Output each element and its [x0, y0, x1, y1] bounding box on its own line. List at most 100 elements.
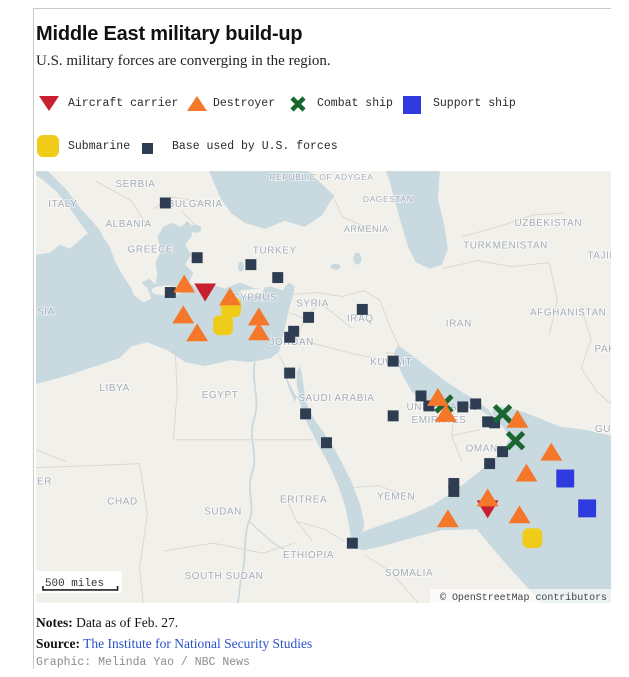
base-marker	[284, 331, 296, 343]
basemap: ITALY SERBIA ALBANIA GREECE BULGARIA TURKEY RE…	[35, 171, 617, 604]
sea-adriatic	[36, 171, 102, 241]
aircraft-carrier-marker	[194, 283, 217, 302]
map-label: SIA	[37, 306, 55, 317]
base-marker	[482, 416, 494, 428]
notes-label: Notes:	[36, 615, 73, 630]
support-ship-marker	[556, 469, 575, 488]
base-marker	[300, 408, 312, 420]
map-label: SAUDI ARABIA	[298, 393, 374, 404]
base-marker	[284, 367, 296, 379]
combat-ship-marker	[505, 431, 526, 451]
map-label: YEMEN	[377, 491, 415, 502]
destroyer-marker	[476, 488, 499, 507]
scale-bar-line	[42, 585, 119, 591]
destroyer-marker	[436, 509, 459, 528]
legend: Aircraft carrier Destroyer Combat ship S…	[36, 90, 611, 164]
destroyer-marker	[506, 409, 529, 428]
map-label: BULGARIA	[168, 199, 223, 210]
base-marker	[356, 303, 368, 315]
map-markers-layer	[159, 197, 597, 549]
destroyer-marker	[247, 307, 270, 326]
map-label: TAJIK	[587, 251, 611, 262]
aircraft-carrier-icon	[38, 95, 60, 117]
legend-label-destroyer: Destroyer	[213, 97, 276, 110]
map-label: LIBYA	[99, 383, 129, 394]
attribution: © OpenStreetMap contributors	[429, 588, 611, 603]
footer: Notes: Data as of Feb. 27. Source: The I…	[36, 613, 611, 669]
notes-line: Notes: Data as of Feb. 27.	[36, 613, 611, 632]
lake-tuz	[237, 261, 244, 272]
scale-bar-label: 500 miles	[45, 578, 104, 590]
map-label: CYPRUS	[232, 292, 277, 303]
base-marker	[448, 478, 460, 489]
scale-bar-box	[36, 571, 122, 593]
map-label: IRAN	[446, 318, 472, 329]
destroyer-marker	[172, 305, 195, 324]
destroyer-marker	[186, 323, 209, 342]
lake-van	[330, 263, 341, 270]
map-label: SOUTH SUDAN	[185, 571, 264, 582]
map-label: SUDAN	[204, 506, 242, 517]
submarine-marker	[213, 315, 233, 336]
base-marker	[159, 197, 171, 209]
destroyer-marker	[434, 403, 457, 422]
legend-label-support: Support ship	[433, 97, 516, 110]
base-marker	[448, 485, 460, 497]
sea-red-sea	[280, 363, 365, 546]
support-ship-marker	[578, 499, 597, 518]
source-link[interactable]: The Institute for National Security Stud…	[83, 636, 313, 651]
map-label: SOMALIA	[385, 568, 433, 579]
base-marker	[346, 537, 358, 549]
destroyer-icon	[186, 95, 208, 117]
map-label: PAK	[595, 344, 611, 355]
credit-line: Graphic: Melinda Yao / NBC News	[36, 656, 250, 669]
destroyer-marker	[247, 322, 270, 341]
sea-black-sea	[209, 171, 335, 229]
base-icon	[142, 141, 153, 159]
submarine-marker	[522, 528, 543, 549]
legend-label-base: Base used by U.S. forces	[172, 140, 338, 153]
page-subtitle: U.S. military forces are converging in t…	[36, 53, 331, 69]
map-label: ITALY	[48, 199, 77, 210]
nile-river	[237, 361, 258, 603]
map-label: EGYPT	[202, 390, 239, 401]
attribution-box	[429, 588, 611, 603]
map-label: ER	[37, 476, 52, 487]
scale-bar: 500 miles	[36, 571, 122, 593]
map-label: TURKEY	[253, 246, 297, 257]
map-label: REPUBLIC OF ADYGEA	[269, 172, 373, 182]
base-marker	[288, 325, 300, 337]
cyprus-island	[239, 284, 267, 297]
base-marker	[303, 311, 315, 323]
map-label: IRAQ	[347, 313, 374, 324]
map-label: DAGESTAN	[363, 194, 414, 204]
combat-ship-marker	[492, 404, 513, 424]
sea-caspian	[386, 171, 448, 269]
destroyer-marker	[515, 463, 538, 482]
map-label: ARMENIA	[344, 224, 389, 234]
legend-label-submarine: Submarine	[68, 140, 131, 153]
map-label: SERBIA	[115, 179, 155, 190]
base-marker	[484, 458, 496, 470]
destroyer-marker	[426, 387, 449, 406]
map-label: GU	[595, 424, 611, 435]
legend-label-combat: Combat ship	[317, 97, 393, 110]
base-marker	[387, 355, 399, 367]
base-marker	[164, 287, 176, 298]
graphic-container: Middle East military build-up U.S. milit…	[33, 8, 617, 669]
destroyer-marker	[219, 287, 241, 306]
base-marker	[457, 401, 469, 413]
base-marker	[272, 272, 284, 284]
legend-label-carrier: Aircraft carrier	[68, 97, 179, 110]
map-label: TURKMENISTAN	[463, 241, 548, 252]
base-marker	[497, 446, 509, 458]
map-label: ALBANIA	[105, 219, 151, 230]
destroyer-marker	[540, 442, 563, 461]
attribution-link[interactable]: © OpenStreetMap contributors	[440, 592, 607, 603]
lake-urmia	[353, 252, 362, 265]
map-label: AFGHANISTAN	[530, 307, 607, 318]
blue-nile-river	[248, 520, 285, 550]
map: ITALY SERBIA ALBANIA GREECE BULGARIA TURKEY RE…	[35, 170, 617, 604]
map-label: UZBEKISTAN	[515, 218, 583, 229]
base-marker	[387, 410, 399, 422]
